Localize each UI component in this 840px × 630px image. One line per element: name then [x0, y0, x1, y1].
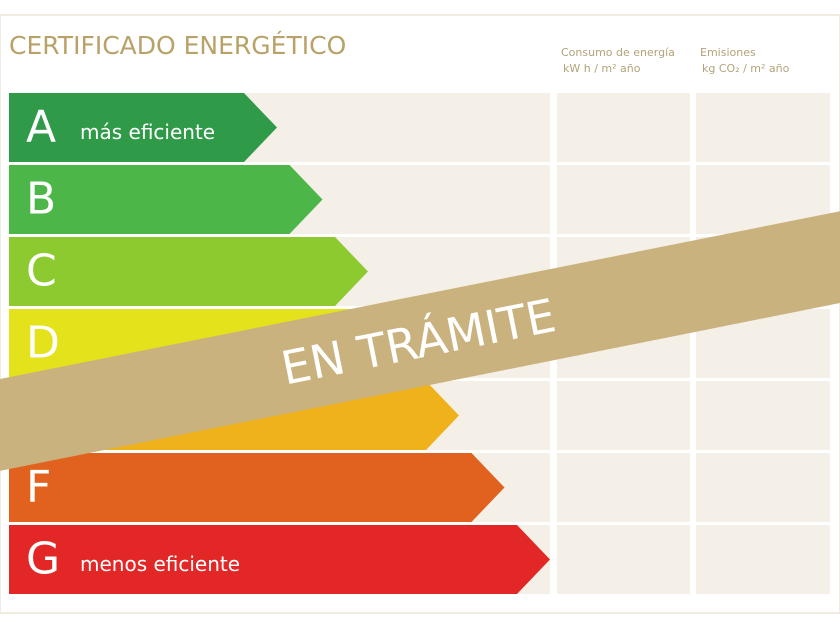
cell [696, 93, 830, 162]
cell [696, 381, 830, 450]
rating-letter: F [26, 462, 51, 513]
rating-letter: G [26, 534, 60, 585]
cell [557, 381, 690, 450]
column-unit: kg CO₂ / m² año [702, 62, 790, 75]
column-header: Consumo de energía [561, 46, 675, 59]
column-header: Emisiones [700, 46, 756, 59]
rating-letter: C [26, 246, 57, 297]
rating-arrow [9, 525, 550, 594]
rating-arrow [9, 93, 277, 162]
rating-letter: B [26, 174, 56, 225]
rating-arrow [9, 453, 505, 522]
rating-label: más eficiente [80, 120, 215, 144]
title: CERTIFICADO ENERGÉTICO [9, 31, 346, 60]
column-unit: kW h / m² año [563, 62, 641, 75]
rating-label: menos eficiente [80, 552, 240, 576]
cell [557, 453, 690, 522]
rating-letter: D [26, 318, 60, 369]
rating-arrow [9, 165, 323, 234]
rating-letter: A [26, 102, 56, 153]
cell [557, 525, 690, 594]
cell [696, 453, 830, 522]
cell [557, 165, 690, 234]
cell [557, 93, 690, 162]
rating-arrow [9, 237, 368, 306]
cell [696, 525, 830, 594]
stamp-bar [0, 194, 840, 488]
